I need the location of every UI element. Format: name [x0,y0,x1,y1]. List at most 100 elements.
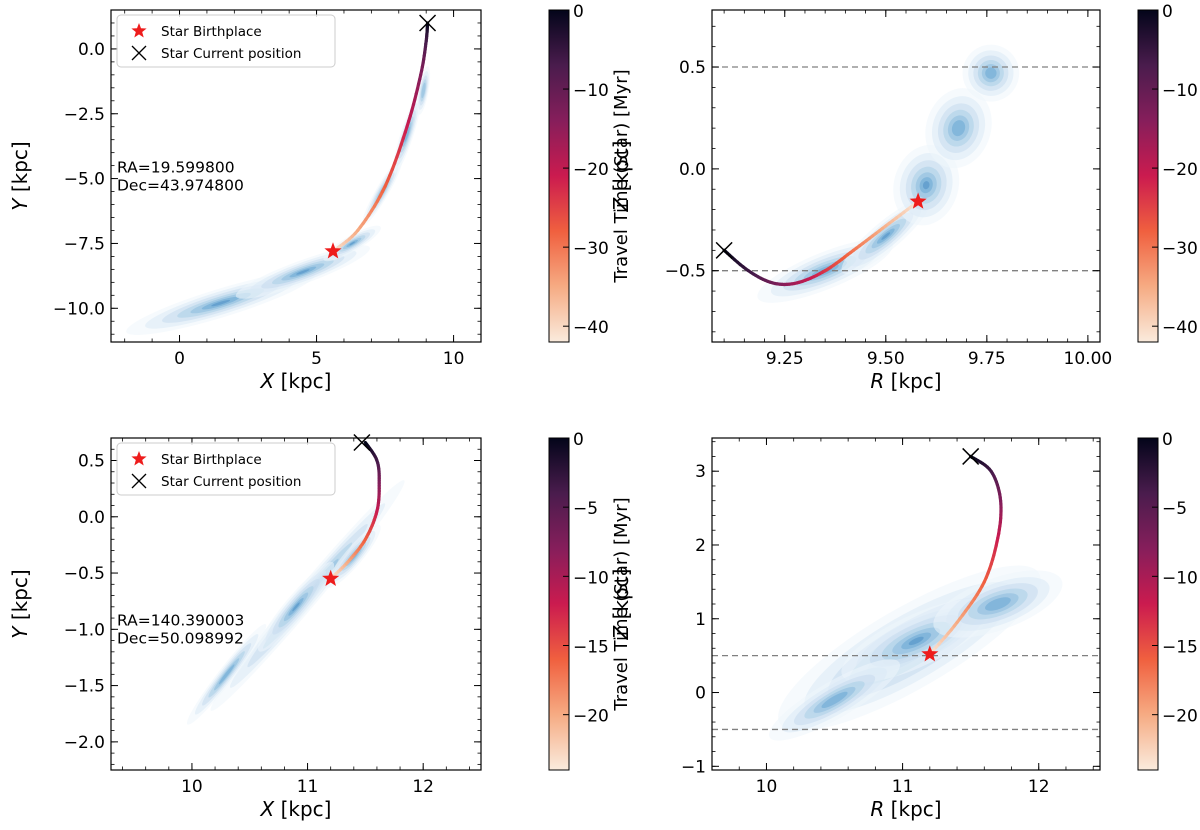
legend-current-icon [131,45,147,61]
colorbar [1137,437,1159,771]
legend-current-label: Star Current position [161,474,301,490]
kde-contour [292,602,300,612]
colorbar-tick-label: −15 [573,638,609,658]
colorbar-tick-label: −20 [1162,160,1198,180]
y-axis-label: Z [kpc] [609,569,633,641]
colorbar-label: Travel Time (Star) [Myr] [611,69,632,283]
colorbar-tick-label: −20 [1162,707,1198,727]
orbit-segment [363,440,368,446]
x-tick-label: 10 [181,777,203,797]
kde-contour [984,597,1011,611]
colorbar-tick-label: −10 [573,568,609,588]
legend-box [116,14,336,68]
x-tick-label: 0 [174,349,185,369]
kde-contour [349,241,356,246]
y-tick-label: 0.0 [679,160,706,180]
y-tick-label: −1.0 [64,620,105,640]
x-tick-label: 11 [892,777,914,797]
y-tick-label: −7.5 [64,234,105,254]
orbit-trajectory [331,21,430,253]
y-tick-label: −10.0 [53,299,105,319]
birthplace-marker [324,242,342,259]
birthplace-marker [322,569,340,586]
legend-birth-label: Star Birthplace [161,452,262,468]
kde-contour [908,636,924,646]
x-axis-label: R [kpc] [870,797,941,821]
y-tick-label: −5.0 [64,170,105,190]
x-tick-label: 12 [1028,777,1050,797]
birthplace-marker [909,192,927,209]
birthplace-marker [921,645,939,662]
ra-annotation: RA=140.390003 [117,612,244,630]
legend-current-label: Star Current position [161,46,301,62]
x-tick-label: 5 [311,349,322,369]
colorbar-tick-label: −10 [1162,568,1198,588]
x-tick-label: 11 [297,777,319,797]
colorbar-tick-label: −10 [573,81,609,101]
y-tick-label: −1.5 [64,677,105,697]
y-tick-label: 0.5 [78,452,105,472]
colorbar-tick-label: −15 [1162,638,1198,658]
panel-top-right: 9.25 9.50 9.75 10.00 0.5 0.0 −0.5 R [kpc] Z [kpc… [609,2,1198,393]
colorbar-tick-label: −20 [573,707,609,727]
x-axis-label: X [kpc] [260,369,332,393]
colorbar-tick-label: 0 [573,430,584,450]
y-tick-label: −0.5 [665,262,706,282]
dec-annotation: Dec=43.974800 [117,177,244,195]
y-tick-label: −2.5 [64,105,105,125]
colorbar-tick-label: −40 [1162,318,1198,338]
y-tick-label: 0.5 [679,58,706,78]
colorbar-tick-label: −40 [573,318,609,338]
plot-area [712,454,1100,741]
plot-area [712,44,1100,303]
y-tick-label: −2.0 [64,733,105,753]
x-tick-label: 10 [756,777,778,797]
y-axis-label: Y [kpc] [8,141,32,210]
y-tick-label: 3 [695,462,706,482]
y-tick-label: 2 [695,536,706,556]
colorbar [1137,9,1159,343]
x-tick-label: 9.50 [867,349,905,369]
kde-contour [404,126,410,143]
x-axis-label: X [kpc] [260,797,332,821]
legend-birth-icon [131,451,147,466]
colorbar-tick-label: −5 [573,499,598,519]
colorbar-tick-label: −30 [1162,239,1198,259]
colorbar-tick-label: −20 [573,160,609,180]
legend-birth-label: Star Birthplace [161,24,262,40]
colorbar-tick-label: 0 [573,2,584,22]
current-position-marker [715,241,733,259]
kde-contour [951,120,966,137]
kde-contour [211,299,231,307]
kde-contour [922,181,930,190]
x-tick-label: 9.75 [968,349,1006,369]
x-tick-label: 9.25 [766,349,804,369]
x-tick-label: 12 [412,777,434,797]
kde-contour [296,269,310,275]
colorbar-label: Travel Time (Star) [Myr] [611,497,632,711]
y-axis-label: Z [kpc] [609,141,633,213]
orbit-trajectory [722,199,920,287]
y-tick-label: 0.0 [78,40,105,60]
x-tick-label: 10.00 [1064,349,1113,369]
dec-annotation: Dec=50.098992 [117,630,244,648]
colorbar-tick-label: 0 [1162,2,1173,22]
kde-contour [881,232,891,240]
kde-contour [218,664,235,685]
current-position-marker [962,447,980,465]
plot-area [126,21,431,336]
legend-current-icon [131,473,147,489]
axes-frame [110,437,482,771]
colorbar-tick-label: 0 [1162,430,1173,450]
y-tick-label: −1 [681,757,706,777]
axes-frame [110,9,482,343]
plot-area [186,440,405,725]
current-position-marker [353,433,371,452]
y-tick-label: 0.0 [78,508,105,528]
x-axis-label: R [kpc] [870,369,941,393]
panel-top-left: 0 5 10 0.0 −2.5 −5.0 −7.5 −10.0 X [kpc] Y [kpc] RA… [8,2,632,393]
legend-box [116,442,336,496]
y-tick-label: 0 [695,684,706,704]
